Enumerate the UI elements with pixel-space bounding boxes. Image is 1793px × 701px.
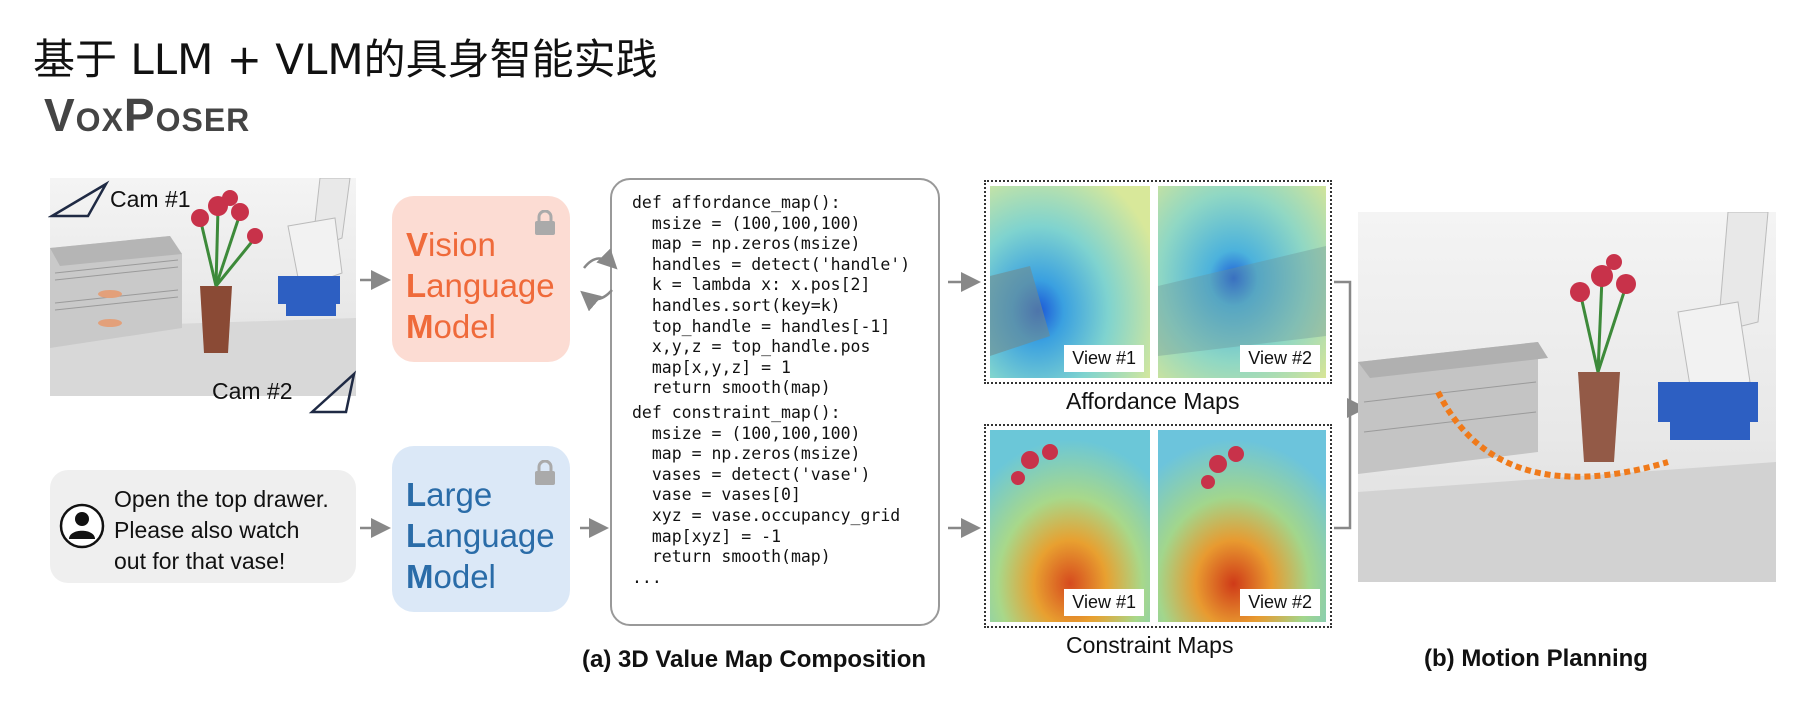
- view-label: View #1: [1064, 589, 1144, 616]
- llm-word: Large: [406, 476, 493, 513]
- motion-planning-scene: [1358, 212, 1776, 582]
- cam1-icon: [48, 180, 110, 218]
- arrow-code-to-vlm: [580, 289, 613, 312]
- input-scene: [50, 178, 356, 396]
- scene-illustration: [50, 178, 356, 396]
- cam1-label: Cam #1: [110, 186, 191, 212]
- motion-planning-illustration: [1358, 212, 1776, 582]
- code-line: map = np.zeros(msize): [632, 234, 861, 254]
- code-line: k = lambda x: x.pos[2]: [632, 275, 871, 295]
- llm-box: Large Language Model: [392, 446, 570, 612]
- view-label: View #2: [1240, 589, 1320, 616]
- view-label: View #2: [1240, 345, 1320, 372]
- affordance-frame: [984, 180, 1332, 384]
- code-line: msize = (100,100,100): [632, 423, 861, 443]
- code-line: def affordance_map():: [632, 193, 841, 212]
- code-listing: def affordance_map(): msize = (100,100,1…: [632, 193, 910, 588]
- instruction-line: Open the top drawer.: [114, 486, 329, 512]
- cam2-label: Cam #2: [212, 378, 293, 404]
- caption-a: (a) 3D Value Map Composition: [582, 646, 927, 673]
- cam2-icon: [308, 370, 356, 414]
- caption-b: (b) Motion Planning: [1424, 645, 1648, 672]
- view-label: View #1: [1064, 345, 1144, 372]
- code-line: handles = detect('handle'): [632, 254, 911, 274]
- constraint-view-2: View #2: [1158, 430, 1326, 622]
- code-line: return smooth(map): [632, 378, 831, 398]
- code-line: return smooth(map): [632, 547, 831, 567]
- code-line: map[x,y,z] = 1: [632, 357, 791, 377]
- subtitle: VoxPoser: [44, 89, 251, 141]
- constraint-caption: Constraint Maps: [1066, 632, 1234, 658]
- vlm-word: Vision: [406, 226, 496, 263]
- constraint-frame: [984, 424, 1332, 628]
- user-icon: [59, 503, 105, 549]
- code-line: msize = (100,100,100): [632, 213, 861, 233]
- code-line: map[xyz] = -1: [632, 526, 782, 546]
- code-line: top_handle = handles[-1]: [632, 316, 891, 336]
- code-line: x,y,z = top_handle.pos: [632, 337, 871, 357]
- code-line: def constraint_map():: [632, 402, 841, 422]
- instruction-line: out for that vase!: [114, 548, 286, 574]
- code-line: handles.sort(key=k): [632, 295, 841, 315]
- llm-word: Language: [406, 517, 555, 554]
- code-line: xyz = vase.occupancy_grid: [632, 505, 901, 525]
- code-line: vases = detect('vase'): [632, 464, 871, 484]
- llm-word: Model: [406, 558, 496, 595]
- affordance-view-1: View #1: [990, 186, 1150, 378]
- lock-icon: [535, 460, 555, 485]
- affordance-caption: Affordance Maps: [1066, 388, 1240, 414]
- vlm-word: Model: [406, 308, 496, 345]
- page-title: 基于 LLM + VLM的具身智能实践: [33, 35, 658, 84]
- lock-icon: [535, 210, 555, 235]
- instruction-line: Please also watch: [114, 517, 300, 543]
- code-line: vase = vases[0]: [632, 485, 801, 505]
- code-line: ...: [632, 567, 662, 587]
- constraint-view-1: View #1: [990, 430, 1150, 622]
- code-box: [610, 178, 940, 626]
- bracket-maps: [1334, 280, 1352, 530]
- affordance-view-2: View #2: [1158, 186, 1326, 378]
- code-line: map = np.zeros(msize): [632, 444, 861, 464]
- instruction-text: Open the top drawer. Please also watch o…: [114, 484, 329, 577]
- vlm-word: Language: [406, 267, 555, 304]
- vlm-box: Vision Language Model: [392, 196, 570, 362]
